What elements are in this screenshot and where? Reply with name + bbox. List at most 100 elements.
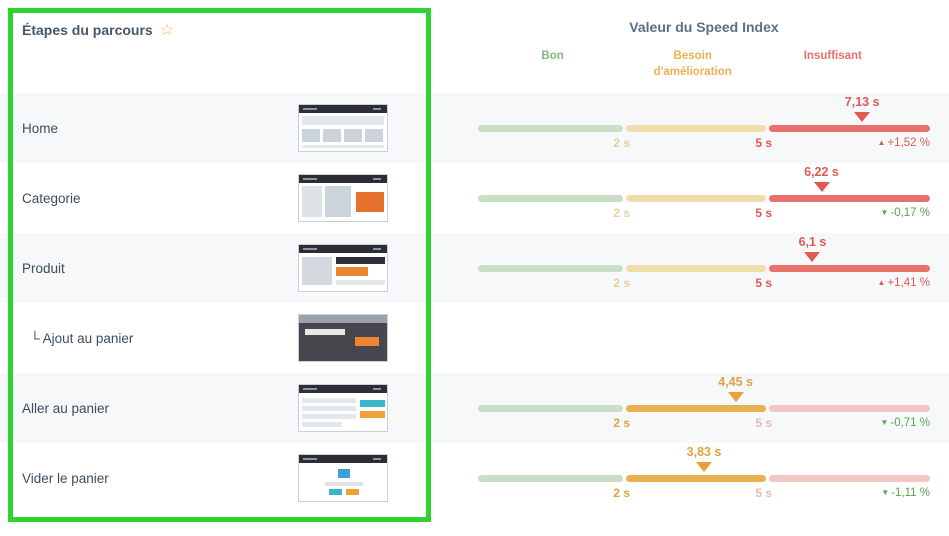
- tick-5s: 5 s: [755, 486, 772, 500]
- step-label: └ Ajout au panier: [30, 330, 134, 346]
- site-thumbnail[interactable]: [298, 314, 388, 362]
- thumbnail-navbar: [299, 455, 387, 463]
- gauge-ticks: 2 s 5 s ▼ -1,11 %: [478, 486, 930, 502]
- trend-arrow-icon: ▼: [880, 418, 889, 427]
- thumbnail-content: [299, 323, 387, 361]
- speed-index-gauge: 3,83 s 2 s 5 s ▼ -1,11 %: [478, 443, 930, 513]
- gauge-segment-improve: [625, 405, 766, 412]
- gauge-marker-icon: [696, 462, 712, 472]
- zone-label-good: Bon: [541, 50, 564, 62]
- journey-row-aller-au-panier: Aller au panier 4,45 s 2 s 5 s ▼ -0,71 %: [0, 373, 949, 443]
- trend-value: -0,17 %: [890, 207, 930, 219]
- gauge-segment-good: [478, 125, 623, 132]
- gauge-marker-icon: [854, 112, 871, 122]
- step-label: Home: [22, 120, 59, 136]
- speed-index-dashboard: Étapes du parcours ☆ Valeur du Speed Inde…: [0, 0, 949, 513]
- gauge-segment-improve: [625, 475, 766, 482]
- gauge-ticks: 2 s 5 s ▲ +1,41 %: [478, 276, 930, 292]
- trend-value: +1,41 %: [887, 277, 930, 289]
- header-row: Étapes du parcours ☆ Valeur du Speed Inde…: [0, 0, 949, 93]
- step-label: Vider le panier: [22, 470, 109, 486]
- page-title: Étapes du parcours: [22, 22, 153, 38]
- speed-index-gauge: 6,1 s 2 s 5 s ▲ +1,41 %: [478, 233, 930, 303]
- tick-2s: 2 s: [613, 136, 631, 150]
- trend-indicator: ▼ -0,17 %: [880, 207, 930, 219]
- trend-arrow-icon: ▼: [881, 488, 890, 497]
- gauge-ticks: 2 s 5 s ▼ -0,17 %: [478, 206, 930, 222]
- chart-title: Valeur du Speed Index: [629, 19, 779, 35]
- speed-index-gauge: 4,45 s 2 s 5 s ▼ -0,71 %: [478, 373, 930, 443]
- gauge-segment-poor: [768, 125, 930, 132]
- zone-label-needs-improvement: Besoin d'amélioration: [653, 50, 732, 78]
- tick-5s: 5 s: [755, 276, 772, 290]
- tick-5s: 5 s: [755, 416, 772, 430]
- thumbnail-content: [299, 253, 387, 291]
- thumbnail-content: [299, 393, 387, 431]
- trend-indicator: ▼ -1,11 %: [881, 487, 930, 499]
- step-label: Produit: [22, 260, 65, 276]
- trend-arrow-icon: ▼: [880, 208, 889, 217]
- speed-index-value: 3,83 s: [686, 445, 722, 459]
- site-thumbnail[interactable]: [298, 104, 388, 152]
- gauge-segment-good: [478, 475, 623, 482]
- gauge-bar: [478, 405, 930, 412]
- gauge-marker-icon: [813, 182, 830, 192]
- gauge-ticks: 2 s 5 s ▲ +1,52 %: [478, 136, 930, 152]
- thumbnail-navbar: [299, 175, 387, 183]
- gauge-segment-poor: [768, 475, 930, 482]
- gauge-segment-good: [478, 265, 623, 272]
- gauge-segment-good: [478, 405, 623, 412]
- star-icon[interactable]: ☆: [159, 22, 175, 39]
- step-label: Aller au panier: [22, 400, 110, 416]
- gauge-ticks: 2 s 5 s ▼ -0,71 %: [478, 416, 930, 432]
- gauge-marker-icon: [727, 392, 744, 402]
- gauge-marker-icon: [804, 252, 821, 262]
- trend-value: -0,71 %: [890, 417, 930, 429]
- gauge-segment-poor: [768, 265, 930, 272]
- gauge-bar: [478, 195, 930, 202]
- thumbnail-navbar: [299, 315, 387, 323]
- gauge-segment-improve: [625, 265, 766, 272]
- speed-index-value: 6,1 s: [798, 235, 827, 249]
- trend-value: +1,52 %: [887, 137, 930, 149]
- thumbnail-navbar: [299, 385, 387, 393]
- journey-row-home: Home 7,13 s 2 s 5 s ▲ +1,52 %: [0, 93, 949, 163]
- tick-2s: 2 s: [613, 206, 631, 220]
- tick-2s: 2 s: [613, 416, 631, 430]
- step-label: Categorie: [22, 190, 81, 206]
- speed-index-gauge: 6,22 s 2 s 5 s ▼ -0,17 %: [478, 163, 930, 233]
- speed-index-value: 4,45 s: [718, 375, 754, 389]
- journey-row-categorie: Categorie 6,22 s 2 s 5 s ▼ -0,17 %: [0, 163, 949, 233]
- trend-indicator: ▲ +1,52 %: [878, 137, 930, 149]
- thumbnail-content: [299, 183, 387, 221]
- gauge-segment-improve: [625, 195, 766, 202]
- site-thumbnail[interactable]: [298, 454, 388, 502]
- journey-row-ajout-au-panier: └ Ajout au panier 2 s 5 s: [0, 303, 949, 373]
- thumbnail-content: [299, 113, 387, 151]
- speed-index-value: 7,13 s: [844, 95, 880, 109]
- gauge-segment-improve: [625, 125, 766, 132]
- journey-row-vider-le-panier: Vider le panier 3,83 s 2 s 5 s ▼ -1,11 %: [0, 443, 949, 513]
- trend-indicator: ▼ -0,71 %: [880, 417, 930, 429]
- tick-5s: 5 s: [755, 136, 772, 150]
- thumbnail-navbar: [299, 245, 387, 253]
- journey-rows: Home 7,13 s 2 s 5 s ▲ +1,52 %: [0, 93, 949, 513]
- speed-index-gauge: 7,13 s 2 s 5 s ▲ +1,52 %: [478, 93, 930, 163]
- trend-indicator: ▲ +1,41 %: [878, 277, 930, 289]
- speed-index-value: 6,22 s: [804, 165, 839, 179]
- thumbnail-content: [299, 463, 387, 501]
- gauge-segment-poor: [768, 195, 930, 202]
- site-thumbnail[interactable]: [298, 244, 388, 292]
- site-thumbnail[interactable]: [298, 384, 388, 432]
- tick-2s: 2 s: [613, 276, 631, 290]
- trend-arrow-icon: ▲: [877, 138, 886, 147]
- zone-label-insufficient: Insuffisant: [803, 50, 862, 62]
- gauge-segment-good: [478, 195, 623, 202]
- gauge-bar: [478, 265, 930, 272]
- gauge-bar: [478, 125, 930, 132]
- site-thumbnail[interactable]: [298, 174, 388, 222]
- journey-panel-header: Étapes du parcours ☆: [0, 0, 470, 93]
- trend-value: -1,11 %: [891, 487, 930, 499]
- tick-2s: 2 s: [613, 486, 631, 500]
- chart-header: Valeur du Speed Index Bon Besoin d'améli…: [470, 0, 949, 93]
